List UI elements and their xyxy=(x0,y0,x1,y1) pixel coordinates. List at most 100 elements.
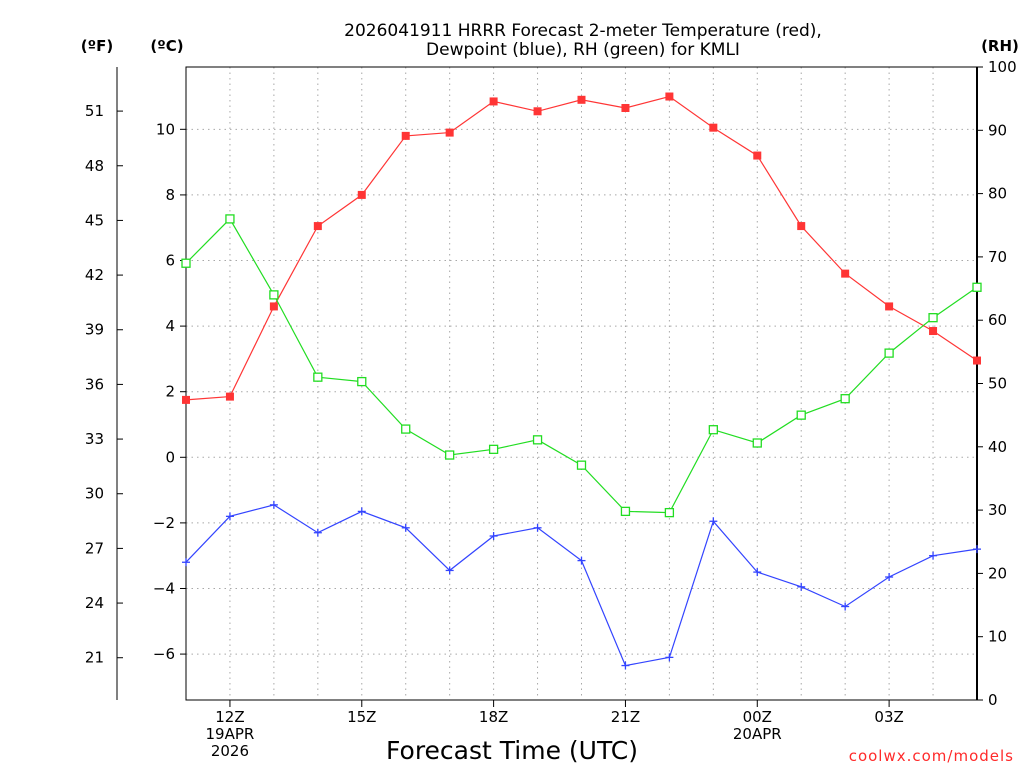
celsius-tick-label: −4 xyxy=(153,579,175,597)
temperature-point xyxy=(577,95,586,104)
grid-layer xyxy=(186,67,978,700)
celsius-tick-label: −2 xyxy=(153,514,175,532)
fahrenheit-tick-label: 21 xyxy=(85,649,104,667)
rh-unit-label: (RH) xyxy=(981,37,1019,55)
x-tick-label: 12Z xyxy=(215,708,244,726)
x-tick-label: 19APR xyxy=(206,725,255,743)
rh-point xyxy=(225,214,235,224)
fahrenheit-tick-label: 45 xyxy=(85,211,104,229)
temperature-point xyxy=(401,131,410,140)
x-tick-label: 21Z xyxy=(611,708,640,726)
temperature-point xyxy=(929,327,938,336)
celsius-unit-label: (ºC) xyxy=(150,37,183,55)
dewpoint-point xyxy=(182,558,190,567)
fahrenheit-tick-label: 27 xyxy=(85,539,104,557)
celsius-tick-label: 4 xyxy=(165,317,175,335)
temperature-point xyxy=(357,190,366,199)
fahrenheit-unit-label: (ºF) xyxy=(81,37,113,55)
temperature-point xyxy=(182,395,190,404)
dewpoint-point xyxy=(225,512,234,521)
rh-tick-label: 10 xyxy=(988,628,1007,646)
rh-tick-label: 100 xyxy=(988,58,1017,76)
x-tick-label: 03Z xyxy=(874,708,903,726)
dewpoint-point xyxy=(797,582,806,591)
celsius-tick-label: 6 xyxy=(165,252,175,270)
dewpoint-point xyxy=(973,545,981,554)
rh-point xyxy=(532,435,543,445)
temperature-point xyxy=(225,392,234,401)
dewpoint-point xyxy=(489,532,498,541)
temperature-point xyxy=(885,302,894,311)
rh-point xyxy=(752,438,762,448)
celsius-tick-label: 10 xyxy=(156,120,175,138)
temperature-point xyxy=(665,92,674,101)
rh-point xyxy=(181,258,191,268)
rh-point xyxy=(488,444,499,454)
credit-label: coolwx.com/models xyxy=(849,747,1014,765)
temperature-point xyxy=(797,222,806,231)
fahrenheit-tick-label: 33 xyxy=(85,430,104,448)
chart-title-line-1: 2026041911 HRRR Forecast 2-meter Tempera… xyxy=(344,21,822,41)
dewpoint-point xyxy=(577,556,586,565)
series-layer xyxy=(181,92,982,670)
rh-tick-label: 30 xyxy=(988,501,1007,519)
rh-point xyxy=(401,424,411,434)
axes-layer: −6−4−20246810212427303336394245485101020… xyxy=(85,58,1017,760)
rh-tick-label: 90 xyxy=(988,121,1007,139)
dewpoint-point xyxy=(885,573,894,582)
fahrenheit-tick-label: 36 xyxy=(85,375,104,393)
dewpoint-point xyxy=(841,602,850,611)
x-tick-label: 20APR xyxy=(733,725,782,743)
rh-point xyxy=(928,313,938,323)
dewpoint-point xyxy=(357,507,366,516)
rh-point xyxy=(313,372,323,382)
fahrenheit-tick-label: 51 xyxy=(85,102,104,120)
temperature-point xyxy=(753,151,762,160)
celsius-tick-label: 0 xyxy=(165,448,175,466)
temperature-point xyxy=(621,103,630,112)
fahrenheit-tick-label: 42 xyxy=(85,266,104,284)
dewpoint-point xyxy=(753,568,762,577)
rh-tick-label: 20 xyxy=(988,564,1007,582)
dewpoint-point xyxy=(665,653,674,662)
rh-tick-label: 0 xyxy=(988,691,998,709)
rh-tick-label: 60 xyxy=(988,311,1007,329)
x-tick-label: 2026 xyxy=(211,742,249,760)
dewpoint-point xyxy=(313,528,322,537)
dewpoint-point xyxy=(533,523,542,532)
rh-point xyxy=(445,450,455,460)
temperature-point xyxy=(313,222,322,231)
celsius-tick-label: −6 xyxy=(153,645,175,663)
rh-tick-label: 70 xyxy=(988,248,1007,266)
rh-tick-label: 40 xyxy=(988,438,1007,456)
rh-point xyxy=(840,394,850,404)
temperature-point xyxy=(445,128,454,137)
rh-point xyxy=(884,348,894,358)
rh-tick-label: 80 xyxy=(988,185,1007,203)
rh-tick-label: 50 xyxy=(988,375,1007,393)
temperature-point xyxy=(973,356,981,365)
rh-point xyxy=(357,376,367,387)
celsius-tick-label: 8 xyxy=(165,186,175,204)
x-axis-label: Forecast Time (UTC) xyxy=(386,736,638,765)
rh-point xyxy=(708,425,718,435)
rh-point xyxy=(796,410,806,420)
rh-point xyxy=(620,506,631,517)
dewpoint-point xyxy=(401,523,410,532)
rh-point xyxy=(972,282,982,292)
chart-title-line-2: Dewpoint (blue), RH (green) for KMLI xyxy=(426,40,740,60)
rh-point xyxy=(269,290,279,300)
dewpoint-point xyxy=(621,661,630,670)
temperature-point xyxy=(533,107,542,116)
fahrenheit-tick-label: 48 xyxy=(85,157,104,175)
rh-point xyxy=(576,460,587,470)
temperature-point xyxy=(709,123,718,132)
fahrenheit-tick-label: 39 xyxy=(85,321,104,339)
fahrenheit-tick-label: 24 xyxy=(85,594,104,612)
x-tick-label: 18Z xyxy=(479,708,508,726)
celsius-tick-label: 2 xyxy=(165,383,175,401)
dewpoint-point xyxy=(269,500,278,509)
x-tick-label: 15Z xyxy=(347,708,376,726)
temperature-point xyxy=(269,302,278,311)
